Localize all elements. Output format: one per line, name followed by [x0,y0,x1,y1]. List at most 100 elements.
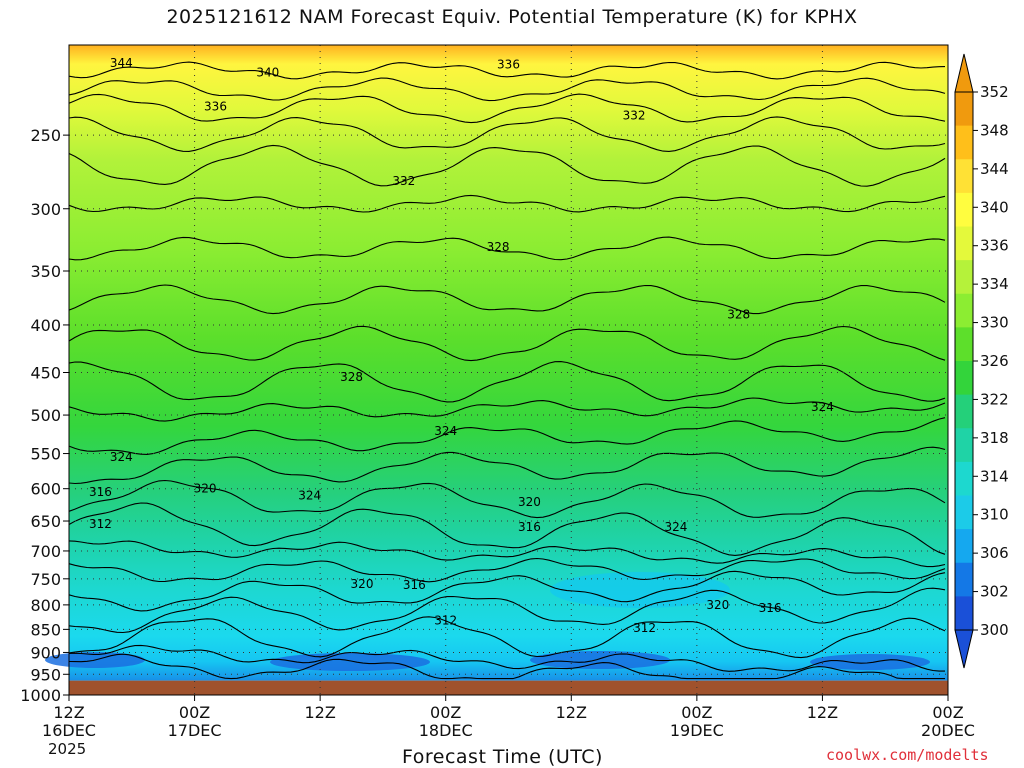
x-tick-label-2: 12Z [304,703,335,722]
y-tick-label-550: 550 [30,445,61,464]
contour-label-11: 324 [110,450,133,464]
contour-label-14: 320 [194,482,217,496]
x-tick-label-6: 12Z [807,703,838,722]
colorbar-label-322: 322 [980,390,1009,408]
contour-line-16 [68,557,946,583]
colorbar-band-0 [955,92,973,127]
contour-label-6: 328 [487,240,510,254]
cold-pool-3 [810,654,930,670]
contour-line-21 [68,653,945,680]
x-tick-label-4: 12Z [556,703,587,722]
y-tick-label-250: 250 [30,126,61,145]
contour-line-20 [68,644,945,672]
contour-line-4 [68,144,946,187]
x-tick-sublabel-7: 20DEC [921,721,975,740]
x-tick-sublabel-0: 16DEC [42,721,96,740]
x-axis-label: Forecast Time (UTC) [402,746,603,768]
contour-line-2 [68,93,946,124]
contour-line-8 [68,325,946,362]
colorbar-band-7 [955,327,973,362]
contour-line-18 [68,587,946,634]
colorbar-label-330: 330 [980,314,1009,332]
y-tick-label-500: 500 [30,406,61,425]
contour-label-18: 316 [89,485,112,499]
contour-line-14 [68,502,946,556]
contour-label-17: 320 [706,598,729,612]
colorbar-label-334: 334 [980,275,1009,293]
contour-label-1: 340 [256,65,279,79]
contour-line-9 [68,361,946,403]
y-tick-label-900: 900 [30,643,61,662]
colorbar-band-13 [955,529,973,564]
contour-label-20: 316 [403,578,426,592]
y-tick-label-700: 700 [30,542,61,561]
x-tick-label-1: 00Z [179,703,210,722]
x-tick-label-5: 00Z [681,703,712,722]
colorbar-band-4 [955,226,973,261]
contour-label-23: 312 [434,614,457,628]
contour-line-10 [68,397,946,422]
colorbar-band-11 [955,461,973,496]
plot-frame [68,44,949,696]
year-label: 2025 [48,740,87,758]
contour-label-15: 320 [518,495,541,509]
contour-label-16: 320 [351,577,374,591]
contour-label-5: 332 [392,174,415,188]
x-tick-sublabel-1: 17DEC [168,721,222,740]
x-tick-label-7: 00Z [932,703,963,722]
y-tick-label-650: 650 [30,512,61,531]
y-tick-label-800: 800 [30,596,61,615]
cold-tongue [550,572,730,608]
colorbar-label-318: 318 [980,429,1009,447]
colorbar-band-3 [955,192,973,227]
y-tick-label-1000: 1000 [20,686,61,705]
cold-pool-2 [530,651,670,669]
contour-line-12 [68,446,946,485]
y-tick-label-450: 450 [30,364,61,383]
contour-line-11 [68,417,946,455]
contour-line-19 [68,616,946,659]
contour-line-15 [68,540,946,568]
contour-label-9: 324 [811,400,834,414]
contour-label-22: 312 [89,517,112,531]
contour-label-10: 324 [434,424,457,438]
colorbar-label-352: 352 [980,83,1009,101]
colorbar-label-336: 336 [980,237,1009,255]
colorbar-label-310: 310 [980,506,1009,524]
contour-line-13 [68,479,946,519]
colorbar-band-10 [955,428,973,463]
contour-label-0: 344 [110,56,133,70]
colorbar-band-6 [955,293,973,328]
colorbar-band-9 [955,394,973,429]
colorbar-label-344: 344 [980,160,1009,178]
colorbar-label-300: 300 [980,621,1009,639]
x-tick-sublabel-3: 18DEC [419,721,473,740]
colorbar-label-314: 314 [980,467,1009,485]
contour-labels: 344 340 336 336 332 332 328 328 328 324 324 324 324 3… [89,56,834,635]
colorbar-band-15 [955,596,973,631]
field-background [69,45,948,681]
credit-link[interactable]: coolwx.com/modelts [826,746,989,764]
contour-label-3: 336 [204,100,227,114]
temperature-field [45,45,948,695]
contour-label-24: 312 [633,621,656,635]
colorbar-band-8 [955,361,973,396]
chart-title: 2025121612 NAM Forecast Equiv. Potential… [166,6,858,28]
contour-line-17 [68,570,946,612]
contour-lines [68,61,946,680]
y-tick-label-600: 600 [30,480,61,499]
ground-mask [69,680,948,695]
colorbar-band-12 [955,495,973,530]
x-tick-sublabel-5: 19DEC [670,721,724,740]
y-tick-label-350: 350 [30,262,61,281]
colorbar-band-1 [955,125,973,160]
y-tick-label-400: 400 [30,316,61,335]
y-tick-label-850: 850 [30,620,61,639]
contour-line-7 [68,284,946,315]
x-tick-label-0: 12Z [53,703,84,722]
colorbar-band-5 [955,260,973,295]
contour-label-21: 316 [759,601,782,615]
colorbar-label-340: 340 [980,198,1009,216]
contour-line-0 [68,61,946,80]
